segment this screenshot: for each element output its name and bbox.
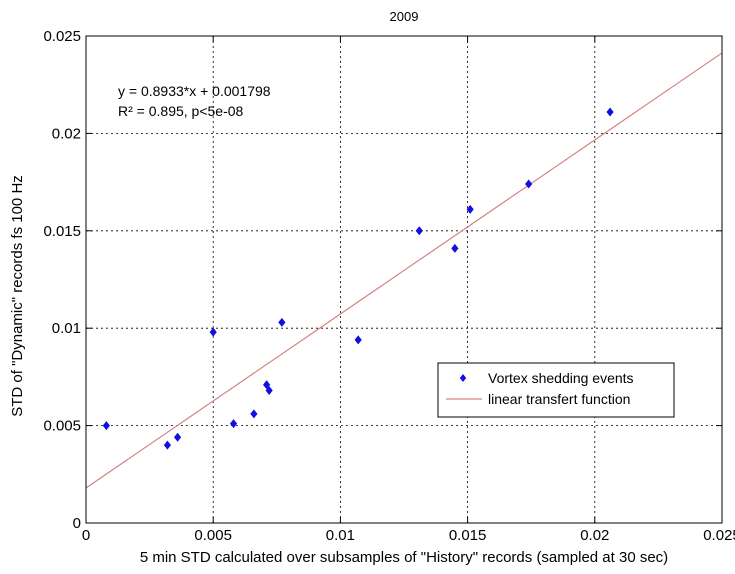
data-point: [354, 335, 362, 345]
data-points: [102, 107, 614, 450]
data-point: [415, 226, 423, 236]
x-tick-label: 0.01: [326, 527, 355, 544]
data-point: [102, 421, 110, 431]
data-point: [466, 204, 474, 214]
data-point: [525, 179, 533, 189]
legend-label-scatter: Vortex shedding events: [488, 370, 634, 386]
linear-fit-line: [85, 52, 723, 489]
axis-ticks: 0 0.005 0.01 0.015 0.02 0.025 0 0.005 0.01 0.015 0…: [43, 28, 735, 544]
y-tick-label: 0.015: [43, 223, 81, 240]
legend-marker-diamond: [459, 374, 467, 382]
data-point: [265, 386, 273, 396]
legend-box: [437, 362, 675, 418]
fit-line-layer: [85, 52, 723, 489]
data-point: [209, 327, 217, 337]
y-axis-label: STD of "Dynamic" records fs 100 Hz: [9, 175, 26, 417]
fit-equation: y = 0.8933*x + 0.001798: [118, 83, 271, 99]
data-point: [278, 317, 286, 327]
y-tick-label: 0.01: [52, 320, 81, 337]
y-tick-label: 0.025: [43, 28, 81, 45]
legend-label-line: linear transfert function: [488, 391, 630, 407]
data-point: [229, 419, 238, 429]
data-point: [173, 432, 182, 442]
y-tick-label: 0.02: [52, 125, 81, 142]
grid-lines: [86, 36, 722, 523]
data-point: [163, 440, 172, 450]
data-point: [263, 380, 271, 390]
fit-statistics: R² = 0.895, p<5e-08: [118, 103, 244, 119]
x-tick-label: 0.015: [449, 527, 487, 544]
chart-title: 2009: [390, 9, 419, 24]
x-axis-label: 5 min STD calculated over subsamples of …: [140, 549, 668, 566]
x-tick-label: 0: [82, 527, 90, 544]
data-point: [451, 243, 459, 253]
data-point: [250, 409, 258, 419]
x-tick-label: 0.025: [703, 527, 735, 544]
x-tick-label: 0.02: [580, 527, 609, 544]
data-point: [606, 107, 614, 117]
legend: Vortex shedding events linear transfert …: [437, 362, 675, 418]
y-tick-label: 0: [73, 515, 81, 532]
x-tick-label: 0.005: [194, 527, 232, 544]
y-tick-label: 0.005: [43, 418, 81, 435]
plot-frame: [85, 35, 723, 524]
